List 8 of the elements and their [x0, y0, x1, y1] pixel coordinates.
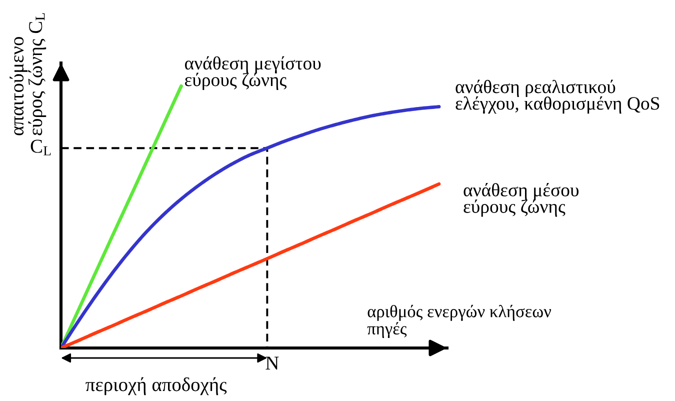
series-label: ανάθεση ρεαλιστικού ελέγχου, καθορισμένη QoS — [456, 80, 660, 114]
series-label: ανάθεση μεγίστου εύρους ζώνης — [184, 56, 321, 90]
text: N — [266, 356, 279, 370]
text: περιοχή αποδοχής — [86, 377, 227, 396]
y-axis-title: απαιτούμενο εύρος ζώνης C$_{L}$ — [10, 13, 46, 136]
ref-line-label: C$_{L}$ — [30, 140, 51, 156]
series-label: ανάθεση μέσου εύρους ζώνης — [464, 182, 579, 217]
x-axis-title: αριθμός ενεργών κλήσεων πηγές — [367, 304, 552, 338]
